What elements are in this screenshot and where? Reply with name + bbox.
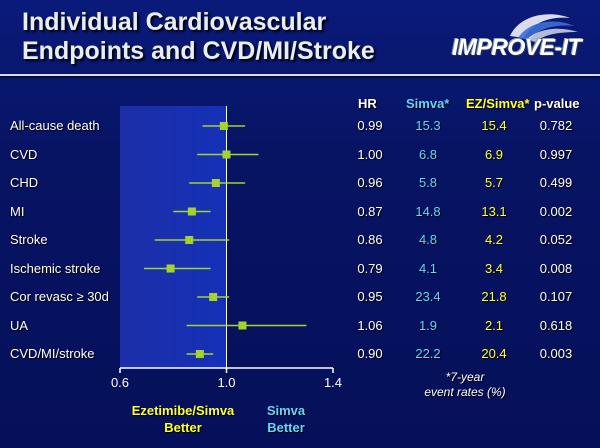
hr-value: 0.79: [357, 260, 383, 276]
hr-marker: [211, 179, 220, 187]
ezsimva-rate: 15.4: [481, 118, 507, 133]
row-label: Ischemic stroke: [10, 260, 101, 276]
footnote-line-2: event rates (%): [424, 385, 506, 399]
simva-rate: 14.8: [415, 203, 441, 219]
p-value: 0.052: [539, 232, 573, 247]
col-head-pvalue: p-value: [534, 96, 580, 111]
row-label: CVD/MI/stroke: [10, 346, 95, 361]
p-value: 0.107: [539, 289, 573, 304]
hr-marker: [185, 236, 194, 244]
favor-panel: [120, 106, 227, 368]
title-line-2: Endpoints and CVD/MI/Stroke: [22, 37, 375, 65]
p-value: 0.997: [539, 146, 573, 162]
hr-marker: [238, 321, 247, 330]
x-tick-label: 0.6: [111, 375, 129, 390]
p-value: 0.002: [539, 203, 573, 219]
hr-value: 0.87: [357, 203, 383, 219]
footnote-line-1: *7-year: [445, 370, 485, 384]
row-label: Stroke: [10, 232, 48, 247]
ezetimibe-better-line-1: Ezetimibe/Simva: [131, 403, 235, 418]
hr-value: 1.00: [357, 146, 383, 162]
title-line-1: Individual Cardiovascular: [22, 8, 327, 36]
hr-value: 0.86: [357, 232, 383, 247]
row-label: All-cause death: [10, 118, 100, 133]
ezsimva-rate: 20.4: [481, 346, 507, 361]
simva-rate: 15.3: [415, 118, 441, 133]
ezsimva-rate: 21.8: [481, 289, 507, 304]
simva-rate: 6.8: [418, 146, 438, 162]
p-value: 0.008: [539, 260, 573, 276]
p-value: 0.003: [539, 346, 573, 361]
x-tick-label: 1.0: [217, 375, 235, 390]
simva-rate: 1.9: [418, 317, 438, 333]
ezetimibe-better-label: Ezetimibe/Simva Better: [118, 402, 248, 436]
col-head-simva: Simva*: [406, 96, 450, 111]
p-value: 0.618: [539, 317, 573, 333]
row-label: CHD: [10, 175, 39, 190]
simva-better-line-1: Simva: [266, 403, 306, 418]
ezsimva-rate: 4.2: [484, 232, 504, 247]
x-tick-label: 1.4: [324, 375, 342, 390]
simva-rate: 22.2: [415, 346, 441, 361]
simva-better-line-2: Better: [267, 420, 305, 435]
footnote: *7-year event rates (%): [400, 370, 530, 400]
hr-value: 0.96: [357, 175, 383, 190]
p-value: 0.782: [539, 118, 573, 133]
hr-marker: [195, 350, 204, 358]
simva-rate: 23.4: [415, 289, 441, 304]
page-title: Individual Cardiovascular Endpoints and …: [22, 8, 422, 66]
ezsimva-rate: 13.1: [481, 203, 507, 219]
hr-marker: [222, 150, 231, 159]
simva-rate: 5.8: [418, 175, 438, 190]
hr-value: 0.90: [357, 346, 383, 361]
hr-value: 0.99: [357, 118, 383, 133]
hr-marker: [166, 264, 175, 273]
simva-better-label: Simva Better: [256, 402, 316, 436]
row-label: CVD: [10, 146, 38, 162]
col-head-hr: HR: [358, 96, 377, 111]
ezsimva-rate: 2.1: [484, 317, 504, 333]
col-head-ezsimva: EZ/Simva*: [466, 96, 530, 111]
hr-value: 1.06: [357, 317, 383, 333]
p-value: 0.499: [539, 175, 573, 190]
title-divider: [0, 74, 600, 76]
ezsimva-rate: 5.7: [484, 175, 504, 190]
simva-rate: 4.1: [418, 260, 438, 276]
row-label: MI: [10, 203, 25, 219]
hr-value: 0.95: [357, 289, 383, 304]
simva-rate: 4.8: [418, 232, 438, 247]
hr-marker: [187, 207, 196, 216]
ezsimva-rate: 6.9: [484, 146, 504, 162]
hr-marker: [209, 293, 218, 301]
ezsimva-rate: 3.4: [484, 260, 504, 276]
logo-text: IMPROVE-IT: [452, 34, 582, 60]
row-label: UA: [10, 317, 29, 333]
row-label: Cor revasc ≥ 30d: [10, 289, 109, 304]
improve-it-logo: [510, 14, 578, 42]
hr-marker: [219, 122, 228, 130]
ezetimibe-better-line-2: Better: [164, 420, 202, 435]
